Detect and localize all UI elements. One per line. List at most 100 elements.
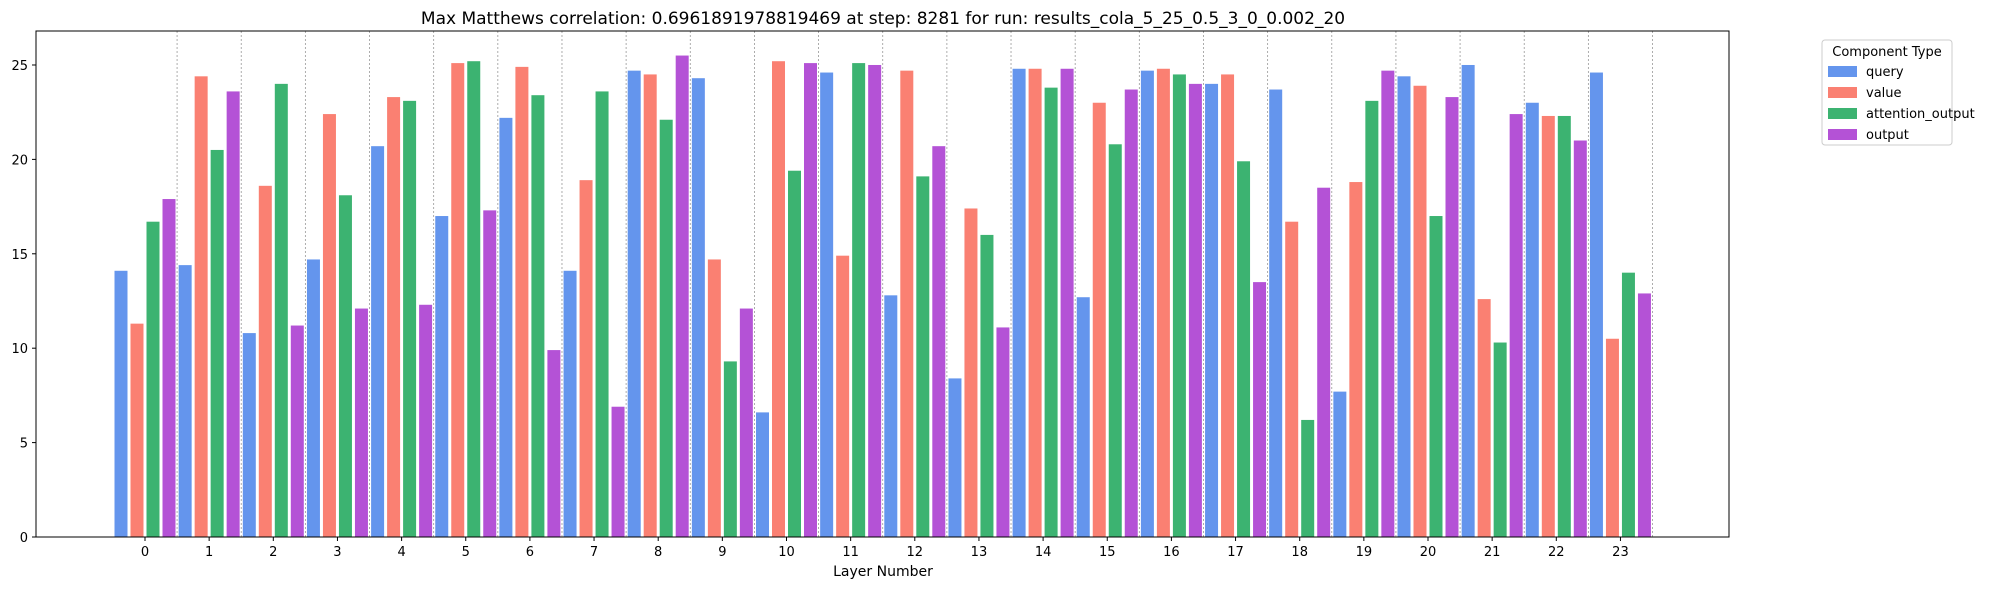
bar — [1333, 391, 1347, 537]
bar — [948, 378, 962, 537]
bar — [1044, 87, 1058, 538]
bar — [419, 304, 433, 537]
y-tick-label: 5 — [20, 437, 28, 452]
bar — [1285, 221, 1299, 537]
bar — [1205, 83, 1219, 538]
bar — [820, 72, 834, 537]
bar — [579, 180, 593, 537]
x-tick-label: 10 — [778, 545, 795, 560]
legend-title: Component Type — [1832, 45, 1941, 60]
bar — [1637, 293, 1651, 537]
bar — [900, 70, 914, 537]
x-tick-label: 18 — [1291, 545, 1308, 560]
bar — [1060, 68, 1074, 537]
bar — [1253, 282, 1267, 537]
bar — [1493, 342, 1507, 537]
bar — [1413, 85, 1427, 538]
x-tick-label: 3 — [333, 545, 341, 560]
bar — [1381, 70, 1395, 537]
bar — [756, 412, 769, 537]
bar — [499, 117, 513, 538]
bar — [451, 63, 465, 537]
bar — [723, 361, 737, 537]
x-tick-label: 20 — [1420, 545, 1437, 560]
bar — [258, 185, 272, 537]
bar — [1012, 68, 1026, 537]
bar — [1509, 114, 1523, 538]
legend-swatch — [1828, 129, 1857, 140]
bar — [932, 146, 946, 538]
bar — [1092, 102, 1106, 537]
bar — [290, 325, 304, 537]
y-tick-label: 15 — [11, 248, 28, 263]
x-tick-label: 17 — [1227, 545, 1244, 560]
x-tick-label: 9 — [718, 545, 726, 560]
bar — [1621, 272, 1635, 537]
bar — [996, 327, 1010, 537]
x-tick-label: 2 — [269, 545, 277, 560]
bar — [1429, 216, 1443, 537]
bar — [1573, 140, 1587, 538]
bar — [836, 255, 850, 537]
bar — [916, 176, 930, 537]
y-tick-label: 25 — [11, 59, 28, 74]
bar — [1124, 89, 1138, 538]
bar — [804, 63, 817, 537]
bar — [1221, 74, 1235, 537]
bar — [788, 170, 801, 537]
bar — [322, 114, 336, 538]
bar — [1076, 297, 1090, 537]
legend: Component Type query value attention_outpu… — [1821, 39, 1975, 146]
x-tick-label: 19 — [1356, 545, 1373, 560]
bar — [1156, 68, 1170, 537]
bar — [194, 76, 208, 538]
bar — [1028, 68, 1042, 537]
bar — [162, 199, 176, 538]
bar — [387, 97, 401, 537]
bar — [1237, 161, 1251, 537]
legend-label: value — [1866, 86, 1902, 101]
bar — [547, 350, 561, 537]
bar — [627, 70, 641, 537]
x-tick-label: 8 — [654, 545, 662, 560]
bar — [114, 270, 128, 537]
bar — [306, 259, 320, 537]
bar — [868, 64, 882, 537]
bar — [1140, 70, 1154, 537]
bar — [274, 83, 288, 538]
bar — [595, 91, 609, 537]
bar — [1541, 115, 1555, 538]
x-tick-label: 15 — [1099, 545, 1116, 560]
bar — [515, 66, 529, 537]
bar — [1317, 187, 1331, 537]
x-tick-label: 1 — [205, 545, 213, 560]
bar — [210, 149, 224, 537]
x-tick-label: 7 — [590, 545, 598, 560]
bar — [531, 95, 545, 537]
x-tick-label: 6 — [526, 545, 534, 560]
bar — [435, 216, 449, 537]
legend-label: output — [1866, 128, 1909, 143]
legend-swatch — [1828, 108, 1857, 119]
bar — [772, 61, 785, 537]
bar — [1525, 102, 1539, 537]
x-tick-label: 16 — [1163, 545, 1180, 560]
bar — [483, 210, 497, 538]
bar — [242, 333, 256, 537]
y-tick-label: 20 — [11, 153, 28, 168]
bar — [1365, 100, 1379, 537]
bar — [1605, 338, 1619, 537]
x-tick-label: 21 — [1484, 545, 1501, 560]
bar — [884, 295, 898, 537]
bar — [467, 61, 481, 537]
bar — [659, 119, 673, 538]
chart-title: Max Matthews correlation: 0.696189197881… — [421, 9, 1345, 29]
bar — [675, 55, 689, 538]
legend-label: attention_output — [1866, 107, 1975, 122]
y-tick-label: 10 — [11, 342, 28, 357]
x-tick-label: 11 — [842, 545, 859, 560]
bar — [643, 74, 657, 537]
bar — [146, 221, 160, 537]
bar — [964, 208, 978, 538]
